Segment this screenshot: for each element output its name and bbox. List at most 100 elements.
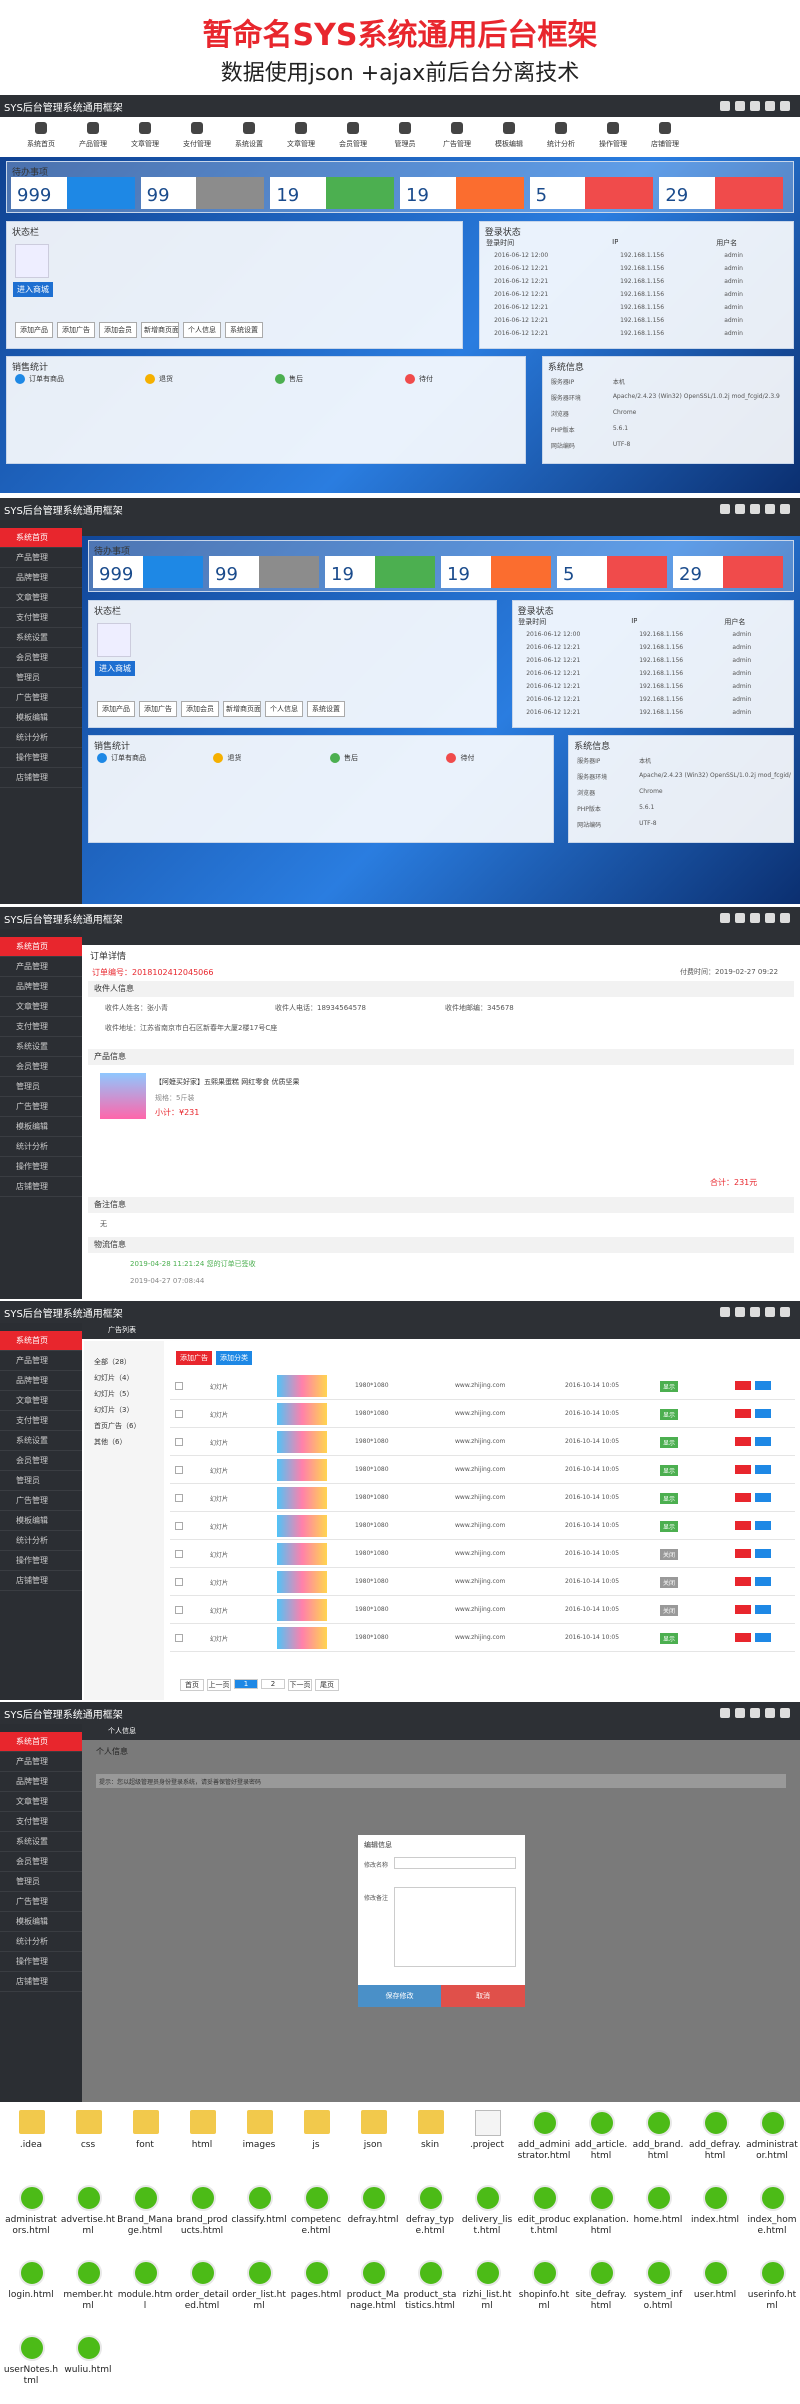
folder-icon[interactable] (418, 2110, 444, 2134)
file-name[interactable]: index.html (691, 2215, 739, 2225)
row-checkbox[interactable] (175, 1634, 183, 1642)
file-name[interactable]: css (80, 2140, 96, 2150)
toolbar-icon[interactable] (750, 1307, 760, 1317)
toolbar-icon[interactable] (765, 101, 775, 111)
action-button[interactable] (735, 1465, 751, 1474)
file-icon[interactable] (589, 2185, 615, 2211)
sidebar-item[interactable]: 店铺管理 (0, 1177, 82, 1197)
sidebar-item[interactable]: 店铺管理 (0, 768, 82, 788)
sidebar-item[interactable]: 会员管理 (0, 1852, 82, 1872)
file-name[interactable]: Brand_Manage.html (117, 2215, 173, 2236)
sidebar-item[interactable]: 统计分析 (0, 1932, 82, 1952)
file-name[interactable]: system_info.html (633, 2290, 683, 2311)
nav-item[interactable]: 文章管理 (287, 140, 315, 148)
file-name[interactable]: home.html (633, 2215, 683, 2225)
page-button[interactable]: 下一页 (288, 1679, 312, 1691)
action-button[interactable] (755, 1633, 771, 1642)
sidebar-item[interactable]: 系统首页 (0, 1331, 82, 1351)
file-name[interactable]: administrators.html (5, 2215, 57, 2236)
file-icon[interactable] (19, 2185, 45, 2211)
file-icon[interactable] (190, 2185, 216, 2211)
file-name[interactable]: order_detailed.html (175, 2290, 229, 2311)
toolbar-icon[interactable] (720, 1307, 730, 1317)
file-name[interactable]: add_defray.html (689, 2140, 741, 2161)
sidebar-item[interactable]: 管理员 (0, 1872, 82, 1892)
quick-button[interactable]: 添加产品 (97, 701, 135, 717)
sidebar-item[interactable]: 会员管理 (0, 1057, 82, 1077)
file-name[interactable]: html (191, 2140, 213, 2150)
sidebar-item[interactable]: 产品管理 (0, 548, 82, 568)
toolbar-icon[interactable] (735, 1307, 745, 1317)
toolbar-icon[interactable] (735, 913, 745, 923)
file-icon[interactable] (703, 2260, 729, 2286)
sidebar-item[interactable]: 文章管理 (0, 1792, 82, 1812)
file-name[interactable]: product_Manage.html (346, 2290, 400, 2311)
sidebar-item[interactable]: 系统首页 (0, 1732, 82, 1752)
nav-icon[interactable] (243, 122, 255, 134)
file-name[interactable]: login.html (8, 2290, 54, 2300)
nav-item[interactable]: 系统首页 (27, 140, 55, 148)
file-icon[interactable] (703, 2110, 729, 2136)
file-icon[interactable] (532, 2185, 558, 2211)
folder-icon[interactable] (19, 2110, 45, 2134)
nav-item[interactable]: 支付管理 (183, 140, 211, 148)
action-button[interactable] (735, 1577, 751, 1586)
nav-icon[interactable] (139, 122, 151, 134)
toolbar-icon[interactable] (765, 1307, 775, 1317)
sidebar-item[interactable]: 广告管理 (0, 1097, 82, 1117)
nav-item[interactable]: 统计分析 (547, 140, 575, 148)
toolbar-icon[interactable] (780, 504, 790, 514)
nav-icon[interactable] (87, 122, 99, 134)
sidebar-item[interactable]: 系统设置 (0, 1037, 82, 1057)
folder-icon[interactable] (247, 2110, 273, 2134)
sidebar-item[interactable]: 支付管理 (0, 1812, 82, 1832)
sidebar-item[interactable]: 管理员 (0, 1471, 82, 1491)
toolbar-icon[interactable] (720, 1708, 730, 1718)
row-checkbox[interactable] (175, 1606, 183, 1614)
file-icon[interactable] (532, 2110, 558, 2136)
sidebar-item[interactable]: 产品管理 (0, 1752, 82, 1772)
file-icon[interactable] (247, 2260, 273, 2286)
file-icon[interactable] (361, 2185, 387, 2211)
tab[interactable]: 个人信息 (108, 1727, 136, 1735)
file-icon[interactable] (76, 2335, 102, 2361)
file-icon[interactable] (475, 2260, 501, 2286)
toolbar-icon[interactable] (765, 913, 775, 923)
file-name[interactable]: .project (469, 2140, 505, 2150)
file-name[interactable]: classify.html (231, 2215, 287, 2225)
sidebar-item[interactable]: 文章管理 (0, 1391, 82, 1411)
nav-icon[interactable] (451, 122, 463, 134)
row-checkbox[interactable] (175, 1382, 183, 1390)
sidebar-item[interactable]: 管理员 (0, 1077, 82, 1097)
tree-item[interactable]: 首页广告（6） (94, 1422, 141, 1430)
file-name[interactable]: wuliu.html (64, 2365, 112, 2375)
action-button[interactable] (755, 1549, 771, 1558)
file-icon[interactable] (76, 2260, 102, 2286)
nav-icon[interactable] (399, 122, 411, 134)
folder-icon[interactable] (190, 2110, 216, 2134)
nav-item[interactable]: 管理员 (394, 140, 416, 148)
file-icon[interactable] (760, 2110, 786, 2136)
action-button[interactable] (735, 1381, 751, 1390)
file-icon[interactable] (133, 2260, 159, 2286)
action-button[interactable] (735, 1521, 751, 1530)
quick-button[interactable]: 添加会员 (181, 701, 219, 717)
folder-icon[interactable] (361, 2110, 387, 2134)
action-button[interactable] (755, 1605, 771, 1614)
sidebar-item[interactable]: 统计分析 (0, 1137, 82, 1157)
sidebar-item[interactable]: 店铺管理 (0, 1972, 82, 1992)
enter-button[interactable]: 进入商城 (95, 661, 135, 676)
file-name[interactable]: .idea (19, 2140, 43, 2150)
tree-item[interactable]: 全部（28） (94, 1358, 131, 1366)
sidebar-item[interactable]: 操作管理 (0, 1952, 82, 1972)
sidebar-item[interactable]: 品牌管理 (0, 1772, 82, 1792)
page-button[interactable]: 1 (234, 1679, 258, 1689)
file-name[interactable]: delivery_list.html (461, 2215, 513, 2236)
quick-button[interactable]: 新增商页面 (223, 701, 261, 717)
row-checkbox[interactable] (175, 1578, 183, 1586)
file-name[interactable]: order_list.html (232, 2290, 286, 2311)
file-name[interactable]: skin (420, 2140, 440, 2150)
file-icon[interactable] (703, 2185, 729, 2211)
sidebar-item[interactable]: 品牌管理 (0, 1371, 82, 1391)
file-name[interactable]: add_brand.html (632, 2140, 684, 2161)
